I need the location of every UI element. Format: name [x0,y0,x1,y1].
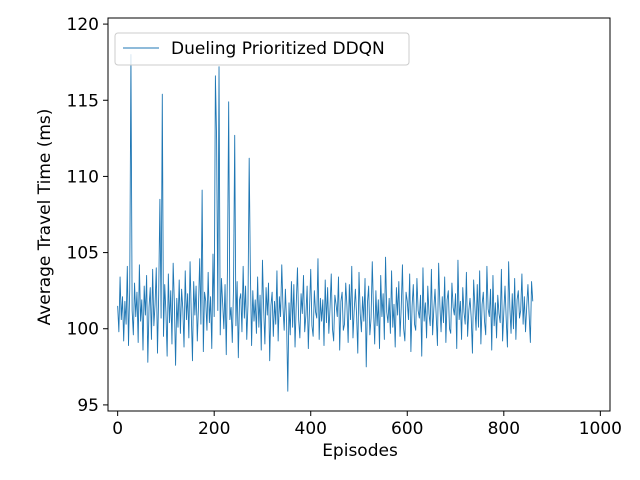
series-line [117,54,534,392]
x-tick-label: 0 [112,419,123,439]
legend-box [114,32,410,66]
y-tick-label: 105 [67,244,99,264]
y-tick-label: 110 [67,167,99,187]
axes-frame [107,17,611,412]
legend-label: Dueling Prioritized DDQN [171,39,385,59]
x-axis-ticks: 0 200 400 600 800 1000 [112,411,622,439]
x-axis-label: Episodes [322,441,398,461]
plot-area [117,54,534,392]
y-tick-label: 120 [67,15,99,35]
x-tick-label: 600 [391,419,423,439]
y-tick-label: 100 [67,320,99,340]
x-tick-label: 200 [198,419,230,439]
y-tick-label: 115 [67,91,99,111]
x-tick-label: 400 [295,419,327,439]
y-axis-label: Average Travel Time (ms) [35,109,55,326]
y-tick-label: 95 [77,396,99,416]
x-tick-label: 800 [488,419,520,439]
y-axis-ticks: 95 100 105 110 115 120 [67,15,108,416]
legend: Dueling Prioritized DDQN [114,32,410,66]
x-tick-label: 1000 [579,419,622,439]
